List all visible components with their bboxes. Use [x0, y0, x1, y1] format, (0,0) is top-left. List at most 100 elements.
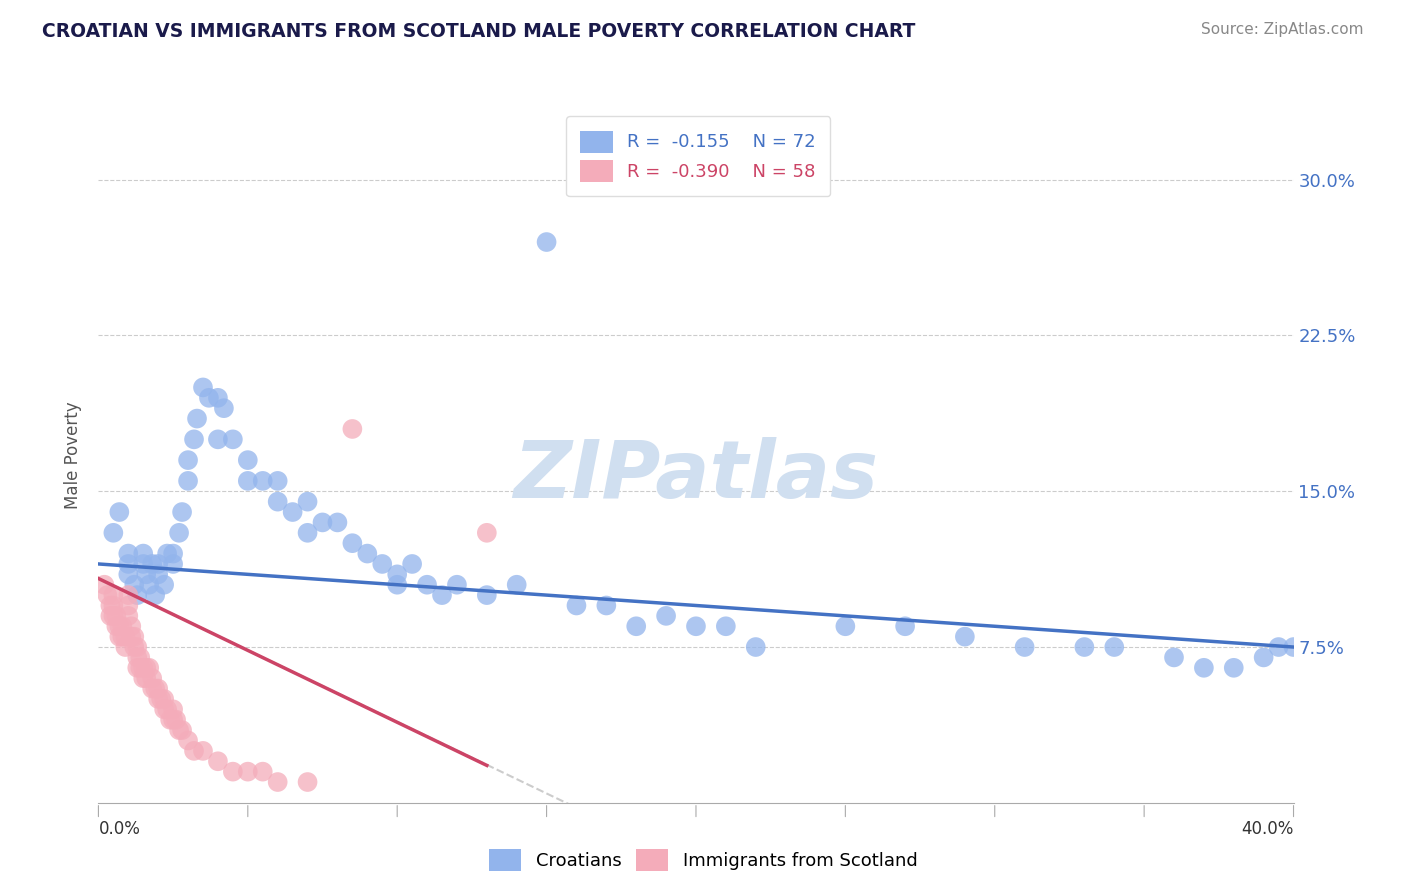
Point [156, 702, 179, 716]
Point [120, 619, 142, 633]
Point [143, 681, 166, 696]
Point [745, 640, 768, 654]
Point [172, 505, 194, 519]
Point [416, 578, 439, 592]
Point [222, 764, 245, 779]
Point [252, 764, 274, 779]
Point [162, 547, 184, 561]
Point [135, 671, 157, 685]
Point [953, 630, 976, 644]
Point [297, 494, 319, 508]
Point [183, 433, 205, 447]
Point [129, 661, 152, 675]
Point [267, 494, 290, 508]
Point [565, 599, 588, 613]
Legend: R =  -0.155    N = 72, R =  -0.390    N = 58: R = -0.155 N = 72, R = -0.390 N = 58 [565, 116, 831, 196]
Point [135, 567, 157, 582]
Point [153, 692, 176, 706]
Point [143, 588, 166, 602]
Point [342, 422, 364, 436]
Point [685, 619, 707, 633]
Point [401, 557, 423, 571]
Point [183, 744, 205, 758]
Point [117, 557, 139, 571]
Point [153, 702, 176, 716]
Point [371, 557, 394, 571]
Point [167, 525, 190, 540]
Text: Source: ZipAtlas.com: Source: ZipAtlas.com [1201, 22, 1364, 37]
Point [626, 619, 648, 633]
Point [108, 619, 131, 633]
Point [127, 640, 149, 654]
Point [1163, 650, 1185, 665]
Point [132, 557, 155, 571]
Point [162, 713, 184, 727]
Text: 40.0%: 40.0% [1241, 821, 1294, 838]
Point [1253, 650, 1275, 665]
Point [236, 453, 259, 467]
Point [177, 474, 200, 488]
Point [191, 380, 214, 394]
Point [430, 588, 453, 602]
Point [153, 578, 176, 592]
Point [1223, 661, 1246, 675]
Point [506, 578, 529, 592]
Point [267, 474, 290, 488]
Point [117, 588, 139, 602]
Point [108, 630, 131, 644]
Point [1282, 640, 1305, 654]
Point [138, 578, 160, 592]
Point [127, 650, 149, 665]
Point [1073, 640, 1095, 654]
Point [105, 619, 128, 633]
Point [156, 547, 179, 561]
Point [96, 588, 118, 602]
Point [172, 723, 194, 738]
Point [103, 525, 125, 540]
Point [132, 671, 155, 685]
Point [894, 619, 917, 633]
Point [475, 588, 498, 602]
Point [595, 599, 617, 613]
Point [207, 391, 229, 405]
Point [297, 775, 319, 789]
Point [162, 557, 184, 571]
Point [129, 650, 152, 665]
Point [356, 547, 378, 561]
Point [198, 391, 221, 405]
Point [114, 630, 136, 644]
Point [177, 733, 200, 747]
Point [117, 567, 139, 582]
Point [100, 599, 122, 613]
Point [132, 661, 155, 675]
Point [297, 525, 319, 540]
Point [1014, 640, 1036, 654]
Point [162, 702, 184, 716]
Point [834, 619, 856, 633]
Point [191, 744, 214, 758]
Point [148, 692, 170, 706]
Point [100, 608, 122, 623]
Point [186, 411, 208, 425]
Point [103, 608, 125, 623]
Point [252, 474, 274, 488]
Point [1104, 640, 1126, 654]
Point [105, 608, 128, 623]
Point [117, 547, 139, 561]
Point [150, 692, 173, 706]
Point [222, 433, 245, 447]
Point [236, 764, 259, 779]
Point [124, 640, 146, 654]
Point [385, 578, 409, 592]
Text: ZIPatlas: ZIPatlas [513, 437, 879, 515]
Point [114, 640, 136, 654]
Point [148, 557, 170, 571]
Point [281, 505, 304, 519]
Point [141, 681, 163, 696]
Point [1267, 640, 1289, 654]
Point [127, 588, 149, 602]
Point [177, 453, 200, 467]
Point [475, 525, 498, 540]
Point [124, 578, 146, 592]
Point [103, 599, 125, 613]
